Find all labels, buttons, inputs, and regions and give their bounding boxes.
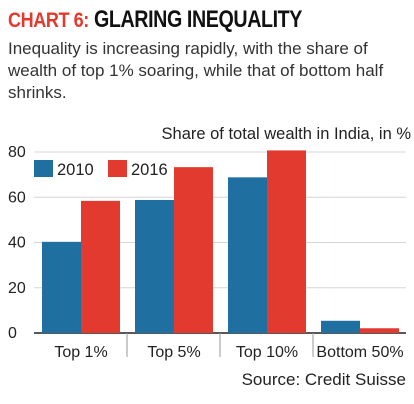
y-axis-label: Share of total wealth in India, in % <box>162 125 412 143</box>
y-tick-label: 0 <box>8 325 17 342</box>
bar-2016-top-1- <box>81 200 120 333</box>
title-row: CHART 6: GLARING INEQUALITY <box>8 6 408 34</box>
legend-label: 2016 <box>131 161 168 179</box>
legend-swatch <box>108 160 127 177</box>
bar-2016-top-5- <box>174 167 213 333</box>
y-tick-labels: 0 20 40 60 80 <box>8 144 26 342</box>
chart-subtitle: Inequality is increasing rapidly, with t… <box>8 39 384 102</box>
x-tick-label: Top 1% <box>54 344 107 361</box>
x-tick-labels: Top 1% Top 5% Top 10% Bottom 50% <box>54 333 404 361</box>
bars <box>42 150 399 333</box>
y-tick-label: 60 <box>8 189 26 206</box>
legend-label: 2010 <box>57 161 94 179</box>
chart-title: GLARING INEQUALITY <box>94 6 303 33</box>
y-tick-label: 80 <box>8 144 26 161</box>
source-note: Source: Credit Suisse <box>242 370 406 389</box>
x-tick-label: Top 10% <box>236 344 298 361</box>
chart-number: CHART 6: <box>8 9 89 32</box>
bar-2010-top-5- <box>135 199 174 333</box>
y-tick-label: 20 <box>8 280 26 297</box>
x-tick-label: Top 5% <box>147 344 200 361</box>
bar-2010-top-10- <box>228 177 267 333</box>
bar-2010-top-1- <box>42 241 81 333</box>
legend-swatch <box>34 160 53 177</box>
y-tick-label: 40 <box>8 235 26 252</box>
bar-2016-top-10- <box>267 150 306 333</box>
bar-2010-bottom-50- <box>321 320 360 333</box>
bar-2016-bottom-50- <box>360 328 399 333</box>
x-tick-label: Bottom 50% <box>316 344 403 361</box>
chart-header: CHART 6: GLARING INEQUALITY Inequality i… <box>8 6 408 104</box>
legend: 2010 2016 <box>34 160 168 179</box>
